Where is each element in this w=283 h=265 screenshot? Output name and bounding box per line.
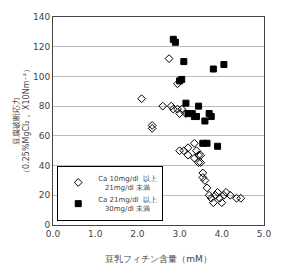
svg-text:0: 0 <box>44 220 50 230</box>
svg-text:80: 80 <box>39 101 51 111</box>
svg-text:Ca 21mg/dl 以上 30mg/dl 未満: Ca 21mg/dl 以上 30mg/dl 未満 <box>98 196 157 213</box>
svg-text:0.0: 0.0 <box>46 229 61 239</box>
svg-text:豆腐破断応力（0.25%MgCl₂， X10Nm⁻²）: 豆腐破断応力（0.25%MgCl₂， X10Nm⁻²） <box>12 65 31 177</box>
svg-text:4.0: 4.0 <box>215 229 230 239</box>
svg-text:2.0: 2.0 <box>130 229 145 239</box>
svg-text:豆乳フィチン含量（mM）: 豆乳フィチン含量（mM） <box>105 254 212 264</box>
svg-text:3.0: 3.0 <box>172 229 187 239</box>
svg-text:20: 20 <box>39 190 51 200</box>
svg-text:100: 100 <box>33 72 50 82</box>
svg-text:Ca 10mg/dl 以上 21mg/dl 未満: Ca 10mg/dl 以上 21mg/dl 未満 <box>98 175 157 192</box>
svg-text:40: 40 <box>39 161 51 171</box>
svg-text:120: 120 <box>33 42 50 52</box>
svg-text:60: 60 <box>39 131 51 141</box>
svg-text:5.0: 5.0 <box>257 229 272 239</box>
svg-text:140: 140 <box>33 12 50 22</box>
svg-text:1.0: 1.0 <box>88 229 103 239</box>
